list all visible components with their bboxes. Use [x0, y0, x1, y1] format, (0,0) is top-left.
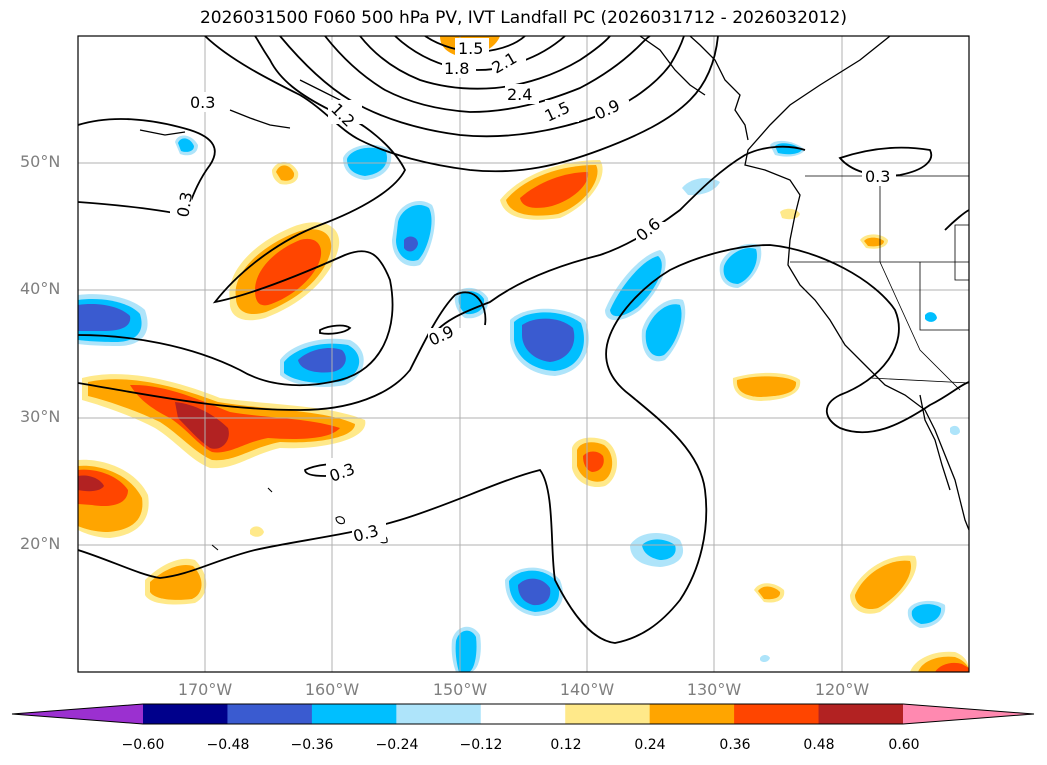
colorbar-extend-min: [12, 704, 143, 724]
lat-label: 30°N: [20, 407, 61, 426]
negative-anomaly-blob: [280, 338, 364, 387]
colorbar-segment: [143, 704, 228, 724]
graticule: [78, 36, 969, 672]
positive-anomaly-blob: [732, 372, 801, 401]
colorbar-tick-label: −0.36: [290, 737, 334, 753]
positive-anomaly-blob: [850, 555, 917, 614]
contour-label: 1.5: [458, 39, 483, 58]
negative-anomaly-blob: [719, 243, 762, 288]
lat-label: 40°N: [20, 279, 61, 298]
lon-label: 160°W: [304, 680, 360, 699]
pv-shading: [78, 36, 969, 672]
colorbar-tick-label: 0.48: [803, 737, 835, 753]
contour-labels: 0.3 0.3 0.3 0.3 0.3 0.6 0.9 0.9 1.2 1.5 …: [170, 38, 896, 546]
positive-anomaly-blob: [572, 437, 618, 488]
colorbar-tick-label: 0.24: [634, 737, 666, 753]
map-frame: [77, 35, 970, 673]
positive-anomaly-blob: [78, 459, 149, 538]
colorbar-tick-label: −0.48: [206, 737, 250, 753]
lon-label: 140°W: [559, 680, 615, 699]
political-borders: [790, 175, 970, 391]
colorbar-segment: [818, 704, 904, 724]
colorbar-segment: [311, 704, 397, 724]
positive-anomaly-blob: [145, 558, 207, 605]
colorbar-outline: [11, 703, 1035, 725]
negative-anomaly-blob: [510, 308, 589, 376]
colorbar-tick-label: 0.12: [550, 737, 582, 753]
colorbar-segment: [734, 704, 820, 724]
lon-label: 150°W: [432, 680, 488, 699]
map-title: 2026031500 F060 500 hPa PV, IVT Landfall…: [199, 8, 847, 28]
colorbar-tick-label: 0.60: [888, 737, 920, 753]
negative-anomaly-blob: [641, 299, 686, 362]
contour-label: 0.3: [173, 190, 196, 218]
lon-label: 120°W: [814, 680, 870, 699]
contour-label: 2.4: [507, 85, 532, 104]
negative-anomaly-small: [175, 135, 960, 663]
negative-anomaly-blob: [907, 600, 946, 628]
lon-label: 130°W: [686, 680, 742, 699]
colorbar-segment: [480, 704, 566, 724]
negative-anomaly-blob: [505, 567, 563, 616]
positive-anomaly-blob: [500, 160, 603, 220]
negative-anomaly-blob: [343, 144, 392, 180]
colorbar-tick-label: −0.60: [121, 737, 165, 753]
negative-anomaly-blob: [451, 626, 481, 672]
contour-label: 1.8: [444, 59, 469, 78]
colorbar-tick-label: 0.36: [719, 737, 751, 753]
positive-anomaly-blob: [229, 222, 340, 321]
negative-anomaly-blob: [78, 294, 148, 346]
colorbar-tick-label: −0.24: [375, 737, 419, 753]
colorbar-segment: [649, 704, 735, 724]
lat-label: 50°N: [20, 152, 61, 171]
positive-anomaly-blob: [910, 651, 969, 672]
colorbar: [11, 703, 1035, 725]
colorbar-segment: [396, 704, 482, 724]
contour-label: 0.3: [865, 167, 890, 186]
colorbar-segment: [227, 704, 313, 724]
colorbar-tick-label: −0.12: [459, 737, 503, 753]
lon-label: 170°W: [177, 680, 233, 699]
lat-label: 20°N: [20, 534, 61, 553]
positive-anomaly-blob: [82, 374, 366, 469]
negative-anomaly-blob: [392, 200, 435, 267]
contour-label: 0.3: [190, 93, 215, 112]
colorbar-segment: [565, 704, 651, 724]
negative-anomaly-blob: [605, 250, 666, 321]
colorbar-extend-max: [903, 704, 1034, 724]
